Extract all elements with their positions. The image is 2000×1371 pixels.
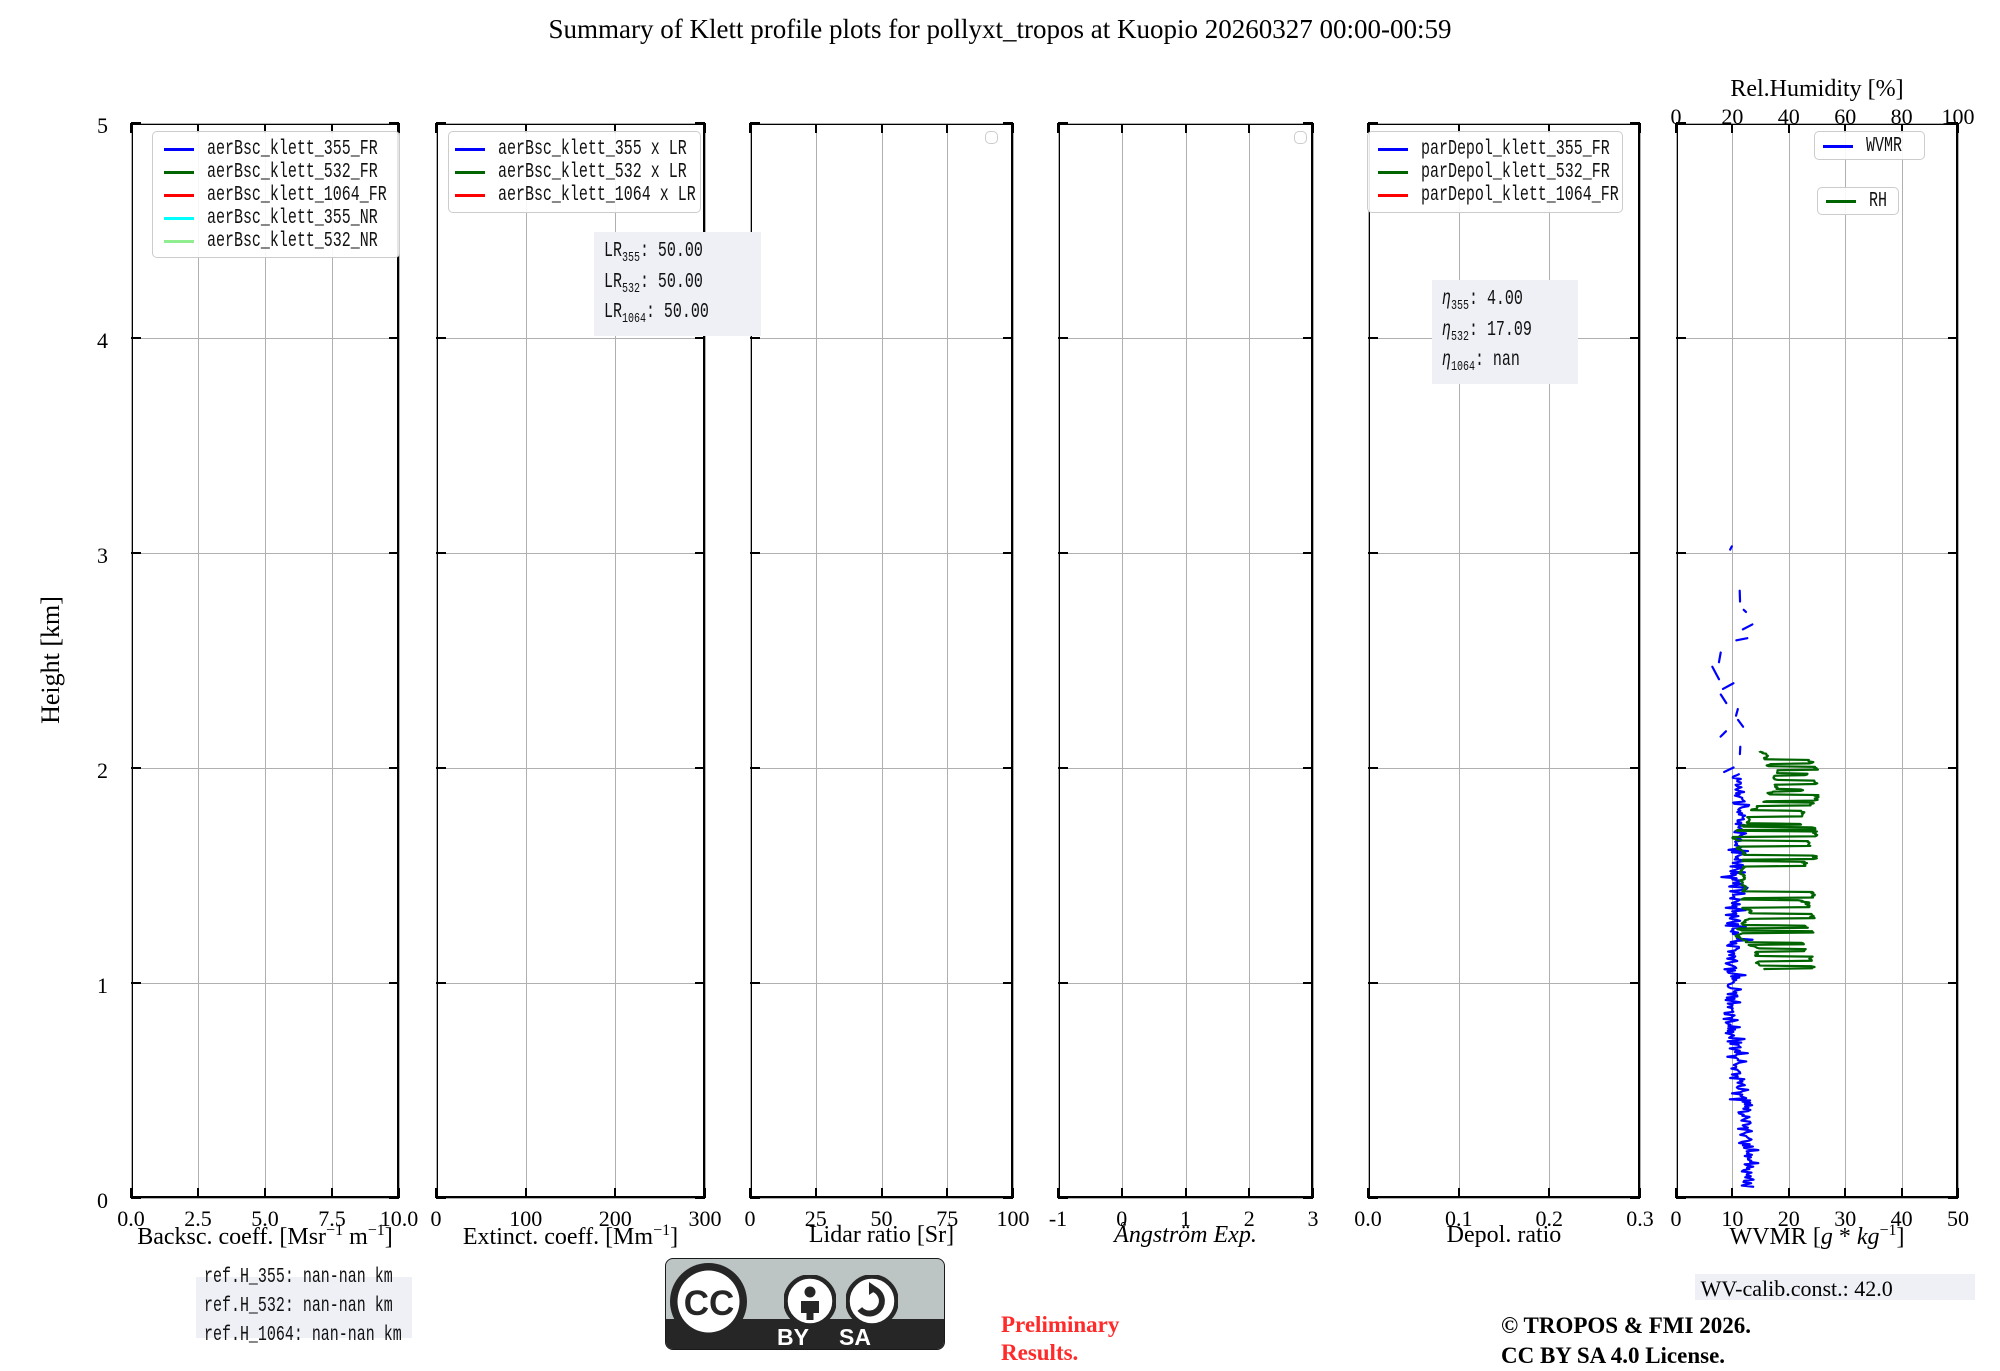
svg-text:CC: CC — [684, 1284, 735, 1323]
